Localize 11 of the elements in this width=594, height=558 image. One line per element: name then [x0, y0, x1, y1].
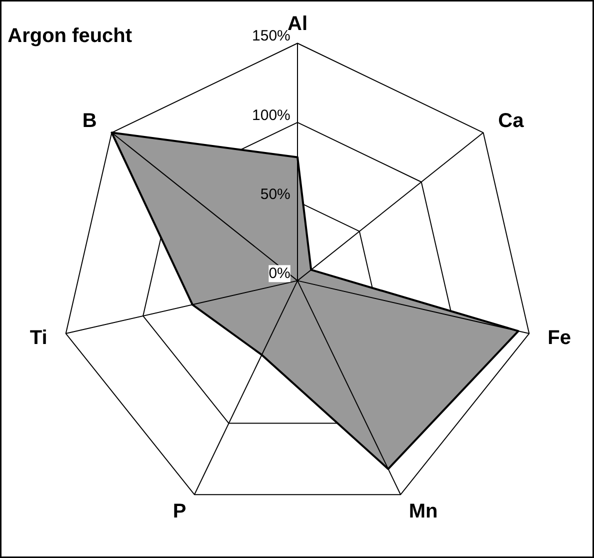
- spoke-label: B: [82, 110, 97, 132]
- spoke-label: P: [172, 500, 186, 523]
- y-tick-label: 100%: [252, 106, 290, 124]
- spoke-label: Ca: [498, 110, 525, 132]
- y-tick-label: 0%: [268, 265, 290, 282]
- spoke-label: Ti: [30, 326, 48, 349]
- spoke-label: Mn: [408, 500, 438, 523]
- spoke-label: Fe: [548, 326, 572, 349]
- y-tick-label: 50%: [260, 186, 290, 203]
- text: Argon feucht: [8, 25, 132, 48]
- spoke-label: Al: [288, 13, 308, 36]
